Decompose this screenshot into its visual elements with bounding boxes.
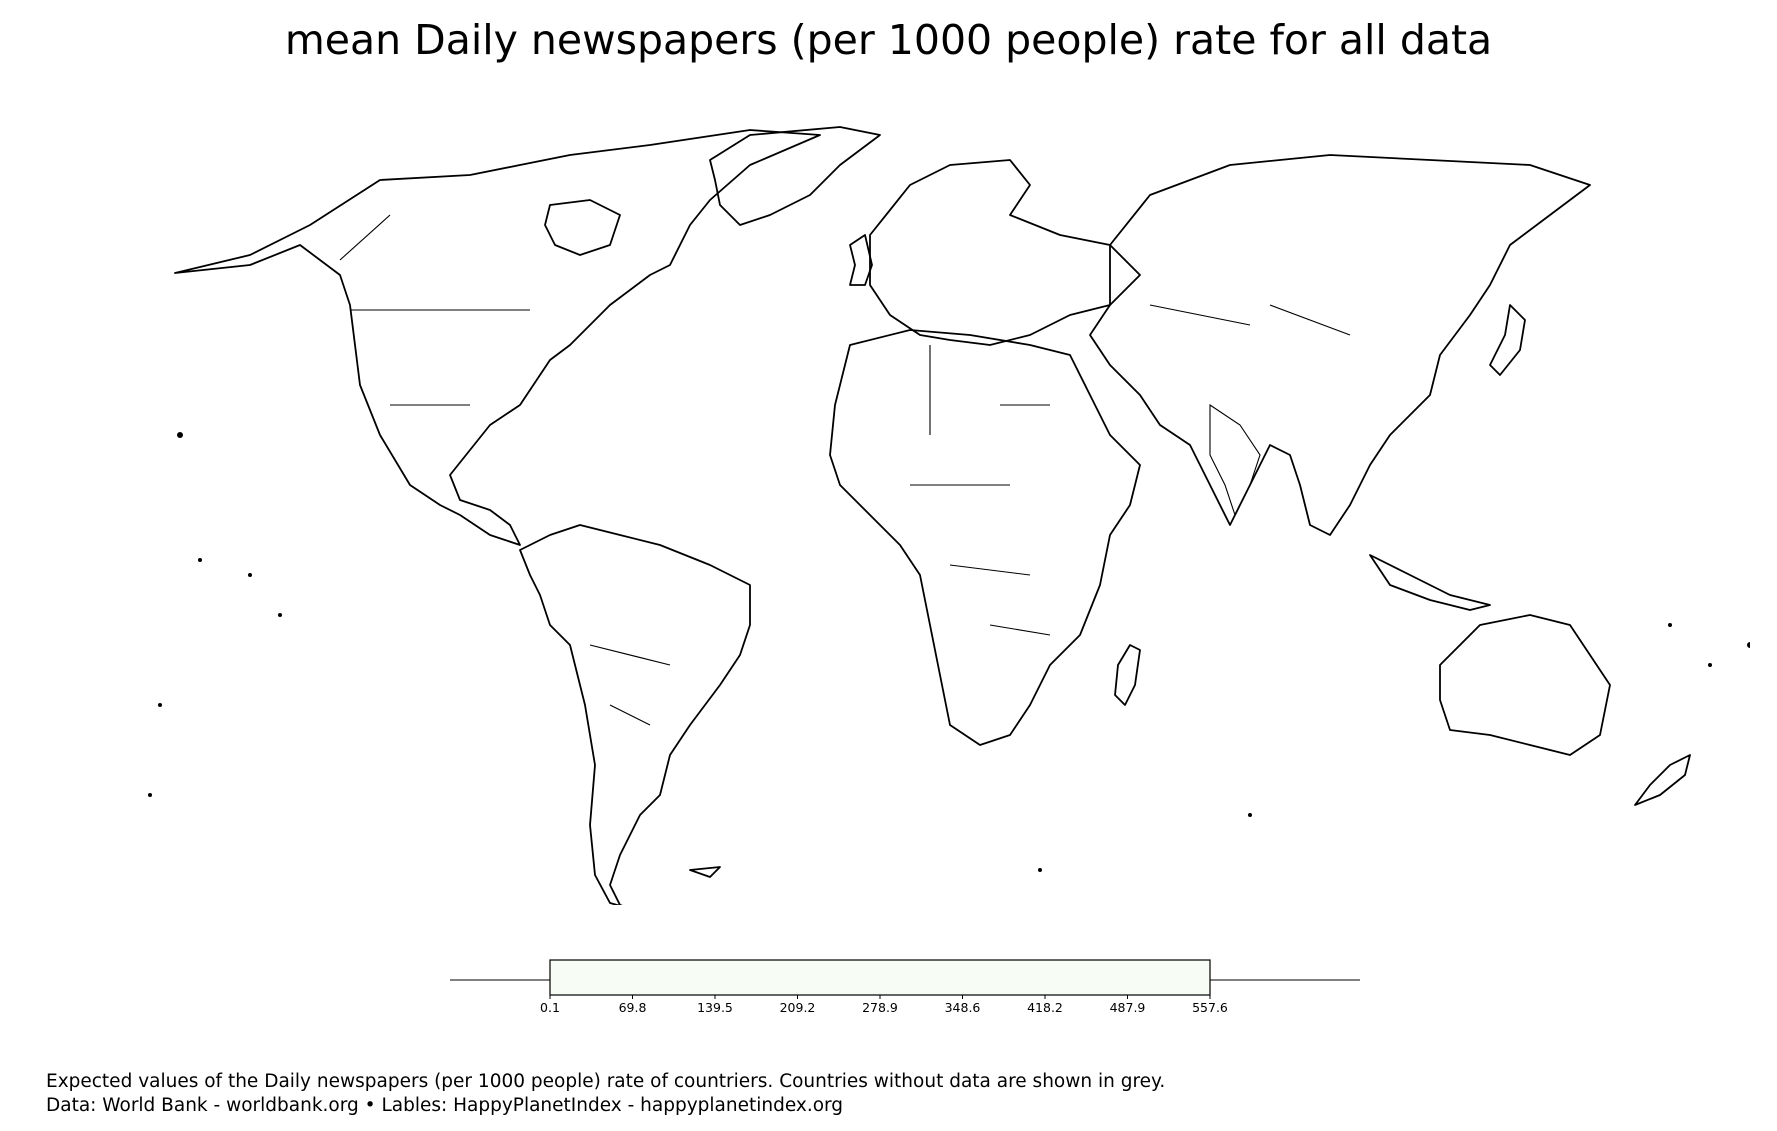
indonesia-outline [1369, 554, 1491, 611]
pacific-islands [1747, 642, 1750, 648]
pacific-islands [278, 613, 282, 617]
uk-outline [849, 234, 873, 286]
north-america-outline [174, 129, 821, 546]
colorbar-tick-label: 418.2 [1027, 1000, 1063, 1015]
africa-outline [829, 329, 1141, 746]
asia-outline [1089, 154, 1591, 536]
footer-description: Expected values of the Daily newspapers … [46, 1071, 1166, 1092]
pacific-islands [158, 703, 162, 707]
pacific-islands [1038, 868, 1042, 872]
new-zealand-outline [1634, 754, 1691, 806]
pacific-islands [1668, 623, 1672, 627]
colorbar-ticks: 0.1 69.8 139.5 209.2 278.9 348.6 418.2 487.9 557… [540, 995, 1228, 1015]
colorbar-tick-label: 557.6 [1192, 1000, 1228, 1015]
colorbar: 0.1 69.8 139.5 209.2 278.9 348.6 418.2 487.9 557… [450, 959, 1360, 1015]
japan-outline [1489, 304, 1526, 376]
south-america-outline [519, 524, 751, 905]
pacific-islands [1248, 813, 1252, 817]
footer-sources: Data: World Bank - worldbank.org • Lable… [46, 1095, 844, 1116]
pacific-islands [148, 793, 152, 797]
map-title: mean Daily newspapers (per 1000 people) … [284, 16, 1493, 64]
pacific-islands [177, 432, 183, 438]
south-georgia-outline [689, 866, 721, 878]
australia-outline [1439, 614, 1611, 756]
colorbar-gradient [549, 959, 1211, 996]
colorbar-tick-label: 487.9 [1110, 1000, 1146, 1015]
colorbar-tick-label: 139.5 [697, 1000, 733, 1015]
colorbar-tick-label: 209.2 [780, 1000, 816, 1015]
colorbar-tick-label: 278.9 [862, 1000, 898, 1015]
greenland-outline [709, 126, 881, 226]
colorbar-tick-label: 348.6 [945, 1000, 981, 1015]
colorbar-tick-label: 69.8 [619, 1000, 647, 1015]
india-border [1209, 403, 1261, 517]
pacific-islands [248, 573, 252, 577]
country-borders [339, 214, 1351, 726]
hudson-bay-outline [544, 199, 621, 256]
pacific-islands [1708, 663, 1712, 667]
europe-outline [869, 159, 1141, 346]
world-map [148, 126, 1750, 905]
madagascar-outline [1114, 644, 1141, 706]
pacific-islands [198, 558, 202, 562]
colorbar-tick-label: 0.1 [540, 1000, 560, 1015]
